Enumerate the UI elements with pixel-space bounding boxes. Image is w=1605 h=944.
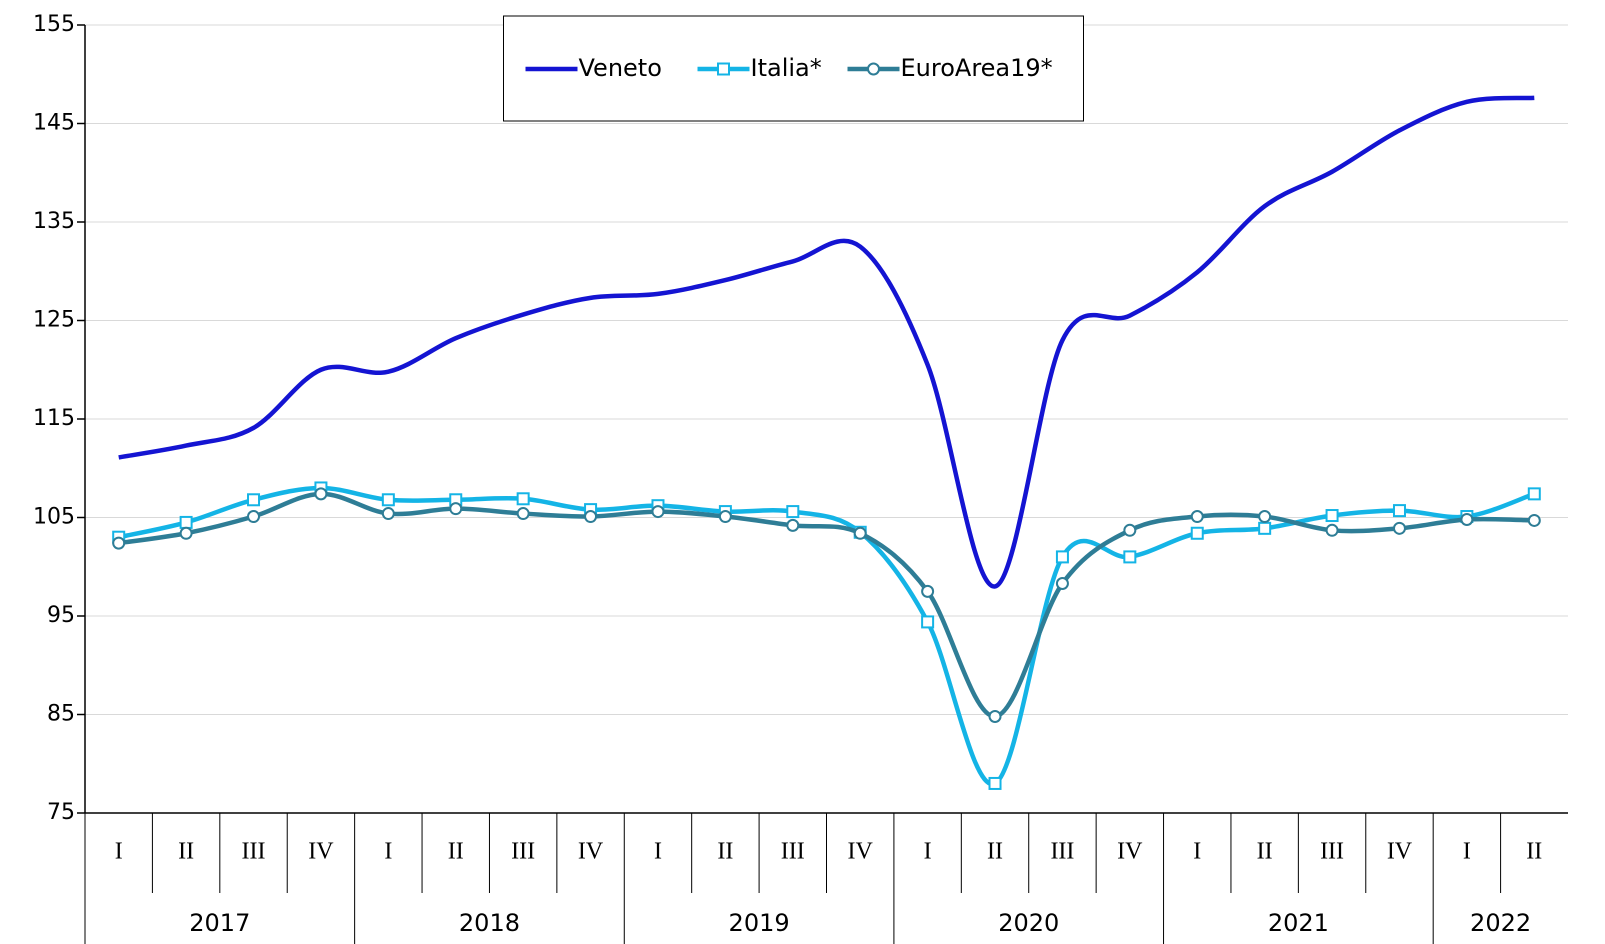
x-tick-label: I xyxy=(115,839,123,865)
series-line xyxy=(118,491,1535,719)
data-point xyxy=(1392,521,1406,535)
data-point xyxy=(988,776,1002,790)
y-tick-label: 95 xyxy=(47,603,75,628)
data-point xyxy=(988,709,1002,723)
group-label: 2021 xyxy=(1268,909,1329,937)
group-label: 2017 xyxy=(189,909,250,937)
data-point xyxy=(1527,513,1541,527)
x-tick-label: III xyxy=(1320,839,1344,865)
series-line xyxy=(118,95,1535,589)
x-tick-label: I xyxy=(1193,839,1201,865)
x-tick-label: III xyxy=(511,839,535,865)
legend-box xyxy=(503,15,1084,122)
x-tick-label: II xyxy=(178,839,194,865)
x-tick-label: IV xyxy=(578,839,604,865)
x-tick-label: I xyxy=(384,839,392,865)
data-point xyxy=(651,505,665,519)
x-tick-label: I xyxy=(654,839,662,865)
data-point xyxy=(853,526,867,540)
data-point xyxy=(1258,521,1272,535)
data-point xyxy=(786,518,800,532)
x-tick-label: IV xyxy=(308,839,334,865)
data-point xyxy=(1055,550,1069,564)
data-point xyxy=(1258,510,1272,524)
legend-marker xyxy=(717,62,730,76)
data-point xyxy=(516,507,530,521)
data-point xyxy=(449,502,463,516)
x-tick-label: III xyxy=(781,839,805,865)
legend-label: EuroArea19* xyxy=(901,54,1053,82)
y-tick-label: 125 xyxy=(33,308,75,333)
x-tick-label: IV xyxy=(848,839,874,865)
data-point xyxy=(921,584,935,598)
data-point xyxy=(1123,523,1137,537)
group-label: 2019 xyxy=(729,909,790,937)
x-tick-label: II xyxy=(448,839,464,865)
data-point xyxy=(584,510,598,524)
x-tick-label: IV xyxy=(1117,839,1143,865)
legend-label: Italia* xyxy=(751,54,822,82)
x-tick-label: IV xyxy=(1387,839,1413,865)
y-tick-label: 145 xyxy=(33,111,75,136)
y-tick-label: 115 xyxy=(33,406,75,431)
data-point xyxy=(314,487,328,501)
group-label: 2022 xyxy=(1470,909,1531,937)
series-line xyxy=(118,485,1536,787)
y-tick-label: 75 xyxy=(47,800,75,825)
y-tick-label: 85 xyxy=(47,702,75,727)
data-point xyxy=(516,492,530,506)
x-tick-label: II xyxy=(1526,839,1542,865)
x-tick-label: I xyxy=(924,839,932,865)
data-point xyxy=(381,507,395,521)
x-tick-label: III xyxy=(1050,839,1074,865)
x-tick-label: II xyxy=(1257,839,1273,865)
data-point xyxy=(112,536,126,550)
data-point xyxy=(1123,550,1137,564)
data-point xyxy=(1392,504,1406,518)
y-tick-label: 135 xyxy=(33,209,75,234)
x-tick-label: III xyxy=(242,839,266,865)
x-tick-label: I xyxy=(1463,839,1471,865)
data-point xyxy=(1527,487,1541,501)
data-point xyxy=(247,510,261,524)
x-tick-label: II xyxy=(987,839,1003,865)
data-point xyxy=(179,515,193,529)
data-point xyxy=(718,510,732,524)
x-tick-label: II xyxy=(717,839,733,865)
data-point xyxy=(786,505,800,519)
data-point xyxy=(1325,509,1339,523)
data-point xyxy=(1190,510,1204,524)
data-point xyxy=(381,493,395,507)
group-label: 2018 xyxy=(459,909,520,937)
data-point xyxy=(247,493,261,507)
legend-marker xyxy=(867,62,880,76)
data-point xyxy=(921,615,935,629)
legend-label: Veneto xyxy=(579,54,662,82)
group-label: 2020 xyxy=(998,909,1059,937)
data-point xyxy=(1055,576,1069,590)
y-tick-label: 155 xyxy=(33,12,75,37)
y-tick-label: 105 xyxy=(33,505,75,530)
data-point xyxy=(1190,526,1204,540)
data-point xyxy=(1325,523,1339,537)
data-point xyxy=(1460,512,1474,526)
data-point xyxy=(179,526,193,540)
